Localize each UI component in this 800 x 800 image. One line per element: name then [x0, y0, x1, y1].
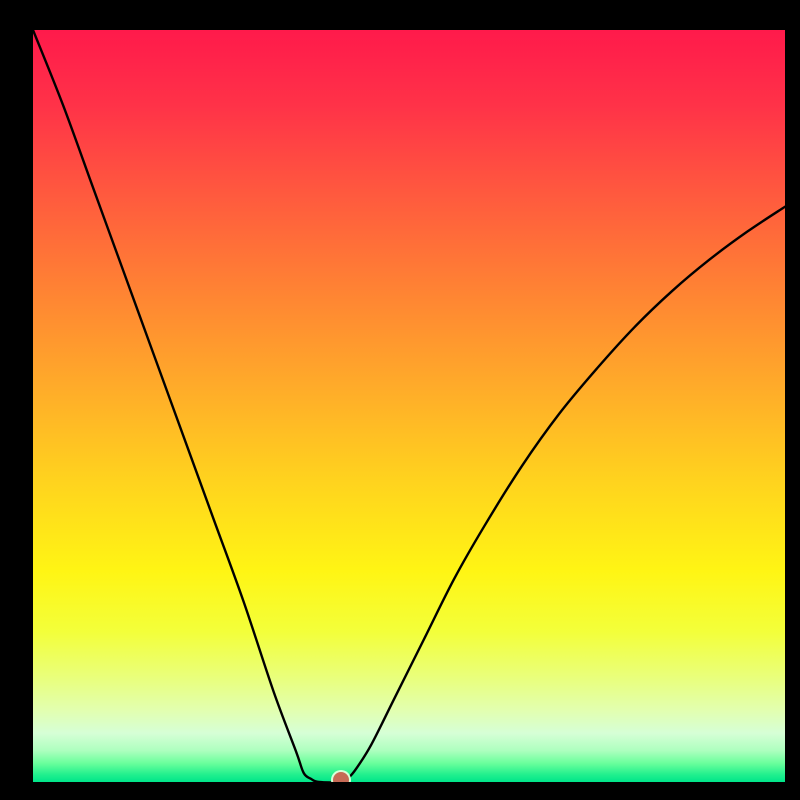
minimum-marker — [333, 772, 349, 782]
frame-left — [0, 0, 33, 800]
frame-bottom — [0, 782, 800, 800]
chart-stage: TheBottleneck.com — [0, 0, 800, 800]
plot-area — [33, 30, 785, 782]
bottleneck-curve — [33, 30, 785, 782]
frame-right — [785, 0, 800, 800]
curve-path — [33, 30, 785, 782]
frame-top — [0, 0, 800, 30]
